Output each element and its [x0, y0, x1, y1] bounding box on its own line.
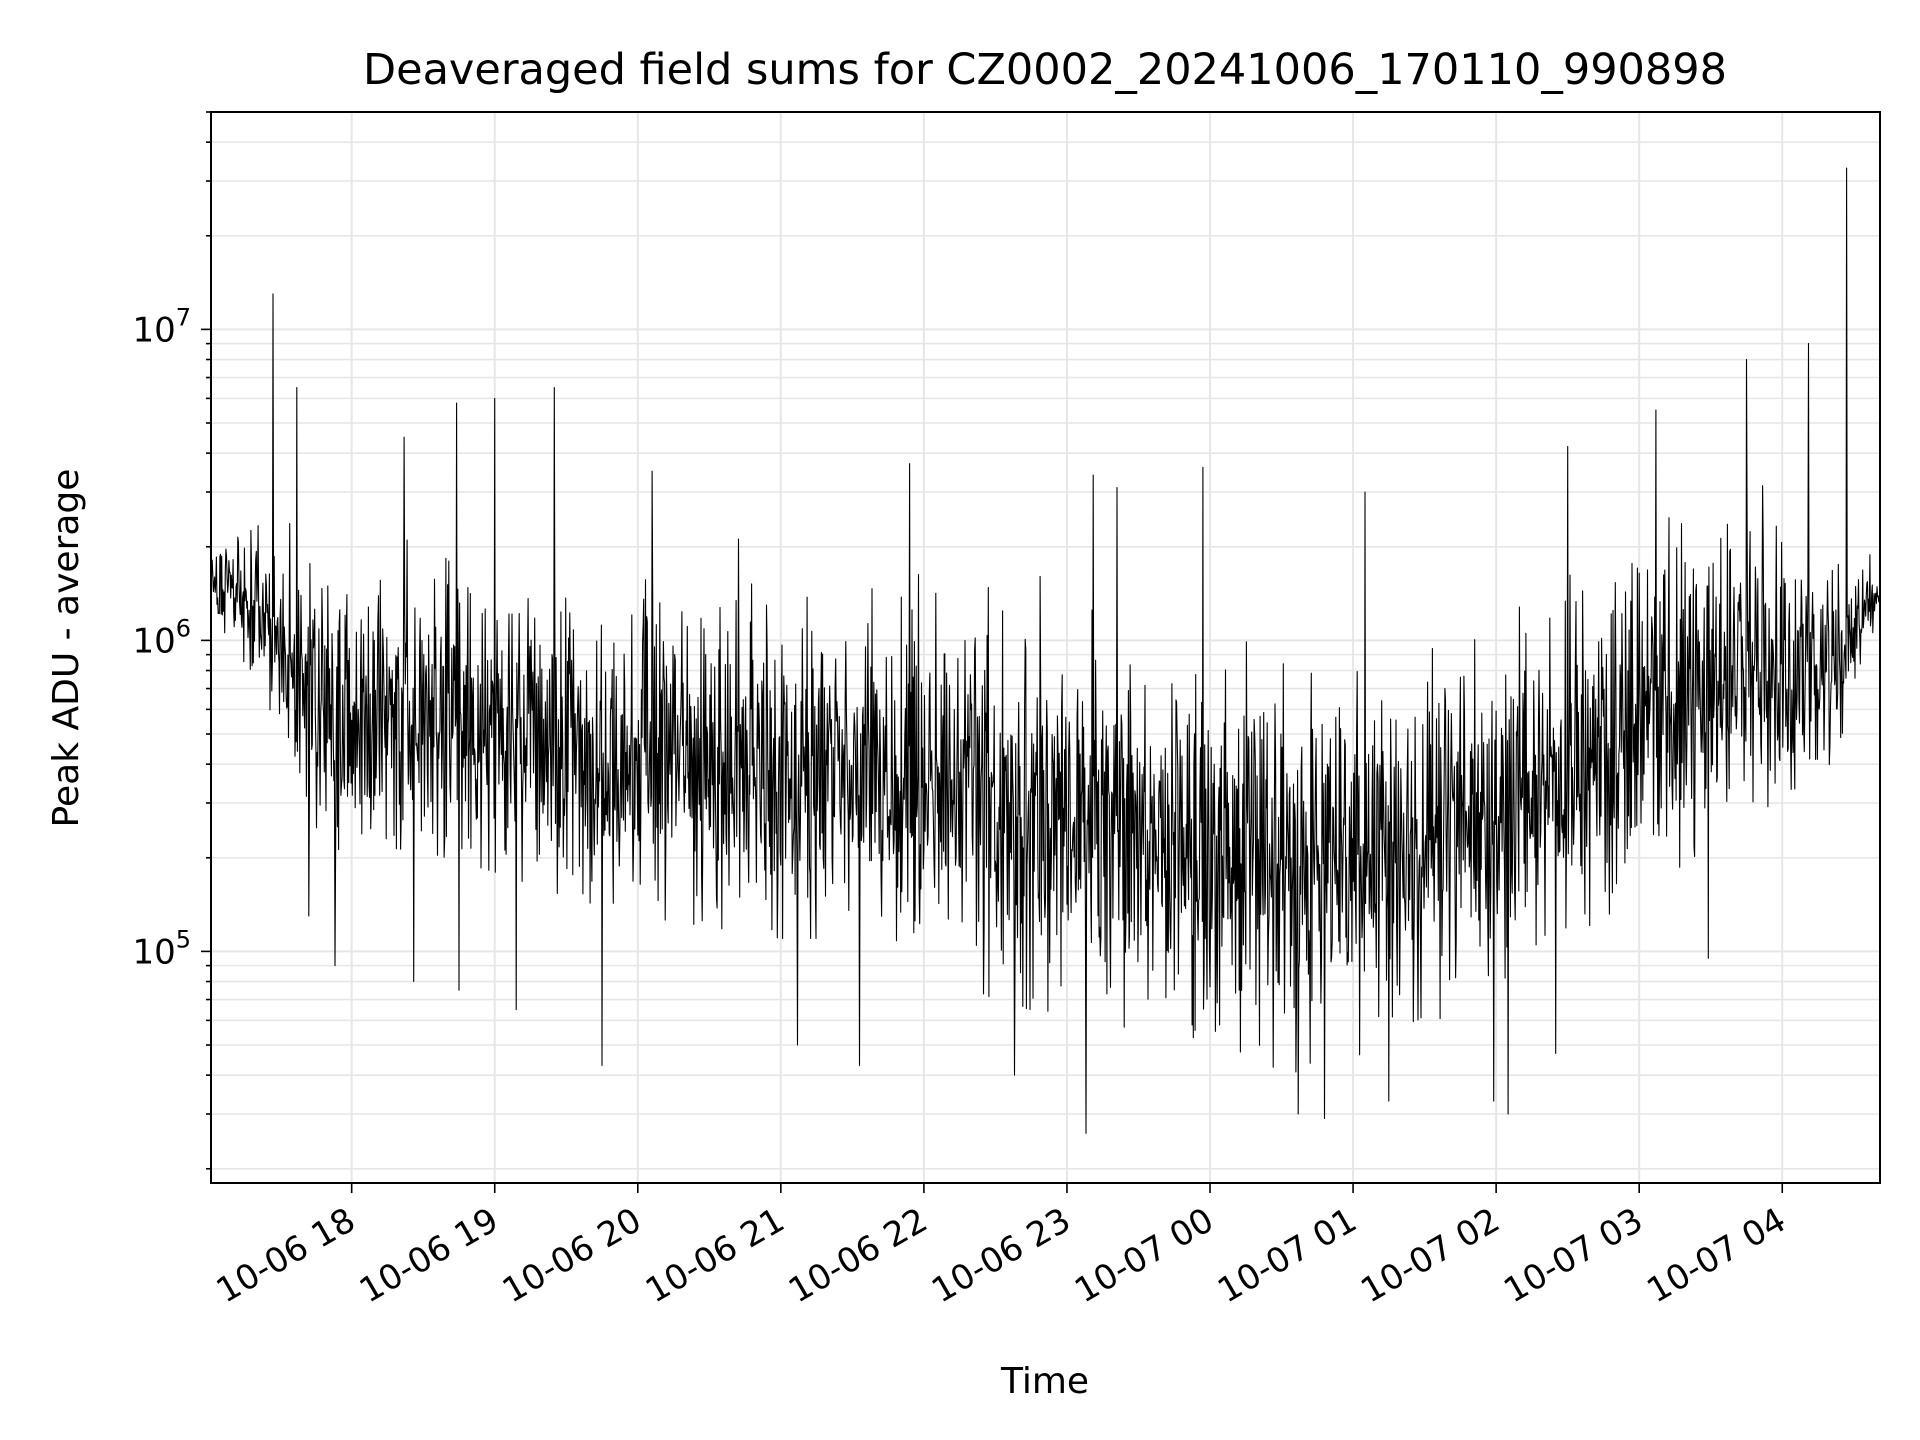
data-series-line: [210, 167, 1881, 1134]
y-tick-label: 106: [132, 614, 191, 661]
x-axis-label: Time: [1000, 1361, 1089, 1402]
chart-title: Deaveraged field sums for CZ0002_2024100…: [363, 45, 1727, 95]
y-tick-label: 105: [132, 925, 191, 972]
plot-area: [210, 167, 1881, 1134]
y-axis-label: Peak ADU - average: [46, 469, 87, 828]
y-tick-label: 107: [132, 303, 191, 350]
plot-frame: [210, 111, 1881, 1184]
